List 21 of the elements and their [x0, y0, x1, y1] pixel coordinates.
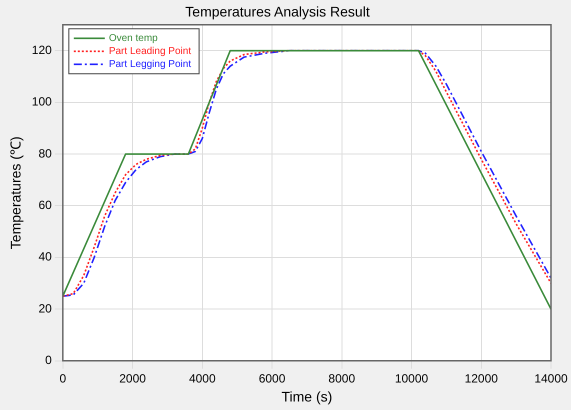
- legend-label: Part Leading Point: [108, 46, 192, 58]
- legend-label: Oven temp: [108, 33, 158, 44]
- legend-label: Part Legging Point: [108, 59, 192, 70]
- x-tick-label: 8000: [328, 371, 356, 386]
- x-tick-label: 4000: [188, 371, 216, 386]
- x-tick-label: 6000: [258, 371, 286, 386]
- y-axis-title: Temperatures (℃): [7, 136, 24, 250]
- chart-title: Temperatures Analysis Result: [185, 3, 370, 20]
- x-tick-label: 0: [59, 371, 66, 386]
- y-tick-label: 100: [32, 94, 52, 109]
- x-tick-label: 10000: [394, 371, 429, 386]
- y-tick-label: 40: [38, 250, 52, 264]
- x-tick-label: 12000: [464, 371, 498, 386]
- y-tick-label: 0: [45, 353, 52, 368]
- x-axis-title: Time (s): [282, 388, 332, 404]
- x-tick-label: 14000: [534, 371, 568, 386]
- y-tick-label: 20: [38, 301, 52, 316]
- x-tick-label: 2000: [119, 371, 146, 386]
- y-tick-label: 120: [32, 42, 52, 57]
- y-tick-label: 80: [38, 146, 52, 160]
- y-tick-label: 60: [38, 198, 52, 212]
